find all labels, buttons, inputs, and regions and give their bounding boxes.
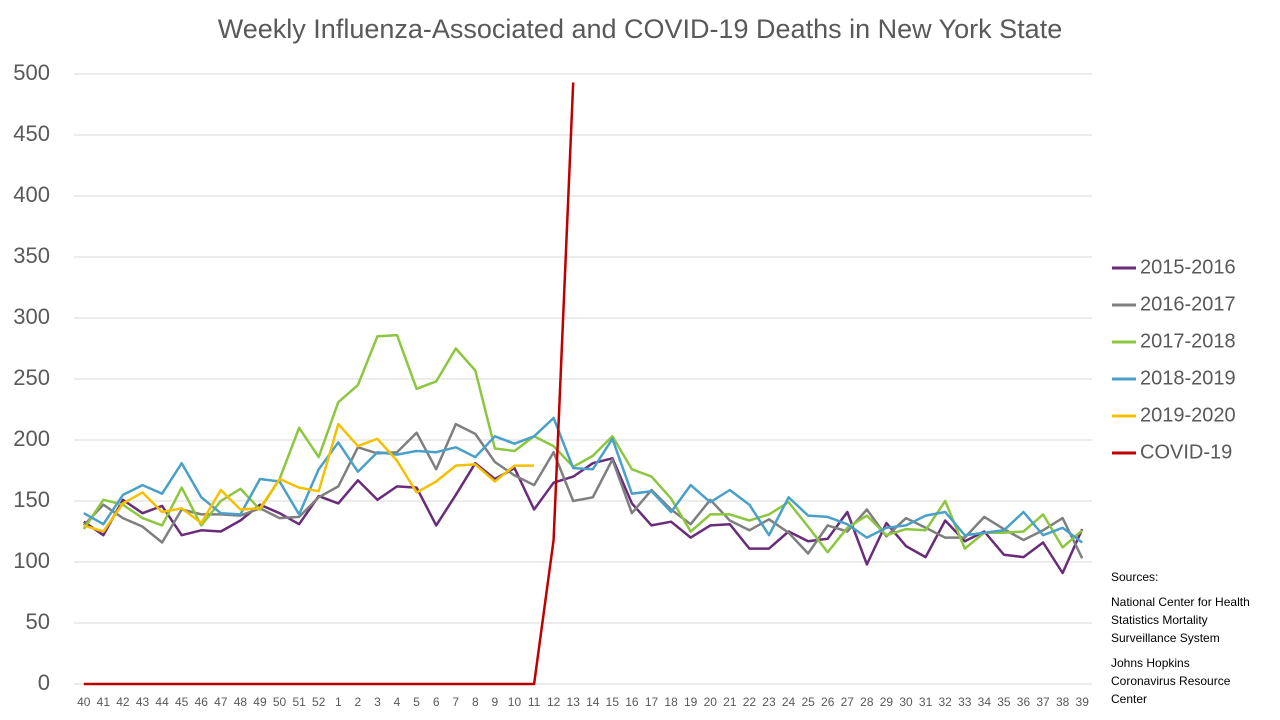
x-tick-label: 35 bbox=[997, 695, 1011, 709]
x-tick-label: 41 bbox=[97, 695, 111, 709]
x-tick-label: 22 bbox=[743, 695, 757, 709]
x-tick-label: 2 bbox=[355, 695, 362, 709]
x-tick-label: 43 bbox=[136, 695, 150, 709]
legend-label: COVID-19 bbox=[1140, 441, 1232, 463]
source-text: Statistics Mortality bbox=[1111, 613, 1208, 627]
x-tick-label: 13 bbox=[567, 695, 581, 709]
source-text: Coronavirus Resource bbox=[1111, 674, 1231, 688]
x-tick-label: 3 bbox=[374, 695, 381, 709]
x-tick-label: 24 bbox=[782, 695, 796, 709]
source-text: Sources: bbox=[1111, 570, 1158, 584]
y-tick-label: 450 bbox=[13, 121, 50, 146]
y-tick-label: 350 bbox=[13, 243, 50, 268]
x-tick-label: 4 bbox=[394, 695, 401, 709]
y-tick-label: 150 bbox=[13, 487, 50, 512]
series-line bbox=[83, 422, 535, 533]
x-tick-label: 1 bbox=[335, 695, 342, 709]
x-tick-label: 32 bbox=[938, 695, 952, 709]
x-tick-label: 10 bbox=[508, 695, 522, 709]
x-tick-label: 25 bbox=[801, 695, 815, 709]
x-tick-label: 46 bbox=[195, 695, 209, 709]
series-line bbox=[82, 333, 1084, 554]
y-tick-label: 100 bbox=[13, 548, 50, 573]
x-tick-label: 19 bbox=[684, 695, 698, 709]
x-tick-label: 7 bbox=[452, 695, 459, 709]
legend-label: 2017-2018 bbox=[1140, 330, 1236, 352]
source-text: Center bbox=[1111, 692, 1147, 706]
series-line bbox=[83, 82, 575, 686]
x-tick-label: 31 bbox=[919, 695, 933, 709]
y-tick-label: 500 bbox=[13, 60, 50, 85]
legend-label: 2015-2016 bbox=[1140, 256, 1236, 278]
x-tick-label: 47 bbox=[214, 695, 228, 709]
x-tick-label: 8 bbox=[472, 695, 479, 709]
chart-title: Weekly Influenza-Associated and COVID-19… bbox=[218, 14, 1062, 44]
x-tick-label: 26 bbox=[821, 695, 835, 709]
x-tick-label: 42 bbox=[116, 695, 130, 709]
y-tick-label: 250 bbox=[13, 365, 50, 390]
x-tick-label: 11 bbox=[528, 695, 541, 709]
x-tick-label: 16 bbox=[625, 695, 639, 709]
x-tick-label: 23 bbox=[762, 695, 776, 709]
x-tick-label: 51 bbox=[292, 695, 306, 709]
x-tick-label: 36 bbox=[1017, 695, 1031, 709]
x-tick-label: 34 bbox=[978, 695, 992, 709]
x-tick-label: 30 bbox=[899, 695, 913, 709]
x-tick-label: 48 bbox=[234, 695, 248, 709]
y-tick-label: 300 bbox=[13, 304, 50, 329]
x-tick-label: 45 bbox=[175, 695, 189, 709]
legend-label: 2016-2017 bbox=[1140, 293, 1236, 315]
x-tick-label: 6 bbox=[433, 695, 440, 709]
source-text: Johns Hopkins bbox=[1111, 656, 1190, 670]
x-tick-label: 38 bbox=[1056, 695, 1070, 709]
x-tick-label: 5 bbox=[413, 695, 420, 709]
x-tick-label: 14 bbox=[586, 695, 600, 709]
x-tick-label: 33 bbox=[958, 695, 972, 709]
y-tick-label: 400 bbox=[13, 182, 50, 207]
x-tick-label: 28 bbox=[860, 695, 874, 709]
legend-label: 2018-2019 bbox=[1140, 367, 1236, 389]
x-tick-label: 29 bbox=[880, 695, 894, 709]
x-tick-label: 12 bbox=[547, 695, 561, 709]
series-line bbox=[82, 422, 1084, 559]
x-tick-label: 37 bbox=[1036, 695, 1050, 709]
y-tick-label: 200 bbox=[13, 426, 50, 451]
source-text: Surveillance System bbox=[1111, 631, 1220, 645]
x-tick-label: 15 bbox=[606, 695, 620, 709]
x-tick-label: 40 bbox=[77, 695, 91, 709]
y-tick-label: 0 bbox=[38, 670, 50, 695]
x-tick-label: 49 bbox=[253, 695, 267, 709]
x-tick-label: 18 bbox=[664, 695, 678, 709]
x-tick-label: 20 bbox=[704, 695, 718, 709]
x-tick-label: 50 bbox=[273, 695, 287, 709]
x-tick-label: 21 bbox=[723, 695, 737, 709]
x-tick-label: 27 bbox=[841, 695, 855, 709]
y-tick-label: 50 bbox=[26, 609, 50, 634]
source-text: National Center for Health bbox=[1111, 595, 1250, 609]
series-line bbox=[83, 416, 1083, 544]
x-tick-label: 39 bbox=[1076, 695, 1090, 709]
x-tick-label: 44 bbox=[155, 695, 169, 709]
x-tick-label: 17 bbox=[645, 695, 659, 709]
x-tick-label: 52 bbox=[312, 695, 326, 709]
x-tick-label: 9 bbox=[492, 695, 499, 709]
legend-label: 2019-2020 bbox=[1140, 404, 1236, 426]
